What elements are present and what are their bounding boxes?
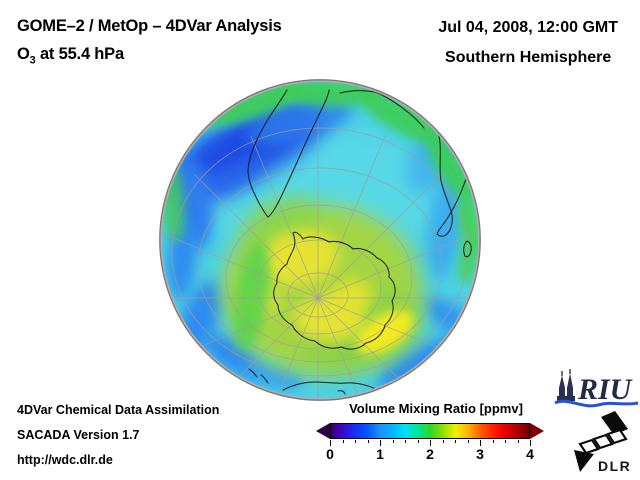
colorbar-title: Volume Mixing Ratio [ppmv] (349, 401, 523, 416)
graticule-meridian-line (317, 136, 386, 299)
colorbar-gradient (330, 423, 530, 439)
colorbar-minor-tick (392, 440, 394, 443)
colorbar-minor-tick (505, 440, 506, 443)
title-block: GOME–2 / MetOp – 4DVar Analysis O3 at 55… (17, 12, 282, 74)
graticule-meridian-line (317, 297, 442, 399)
datetime-block: Jul 04, 2008, 12:00 GMT Southern Hemisph… (438, 13, 618, 73)
colorbar-labels: 0 1 2 3 4 (326, 446, 534, 462)
coastline-antarctica (273, 231, 396, 350)
page-title: GOME–2 / MetOp – 4DVar Analysis (17, 17, 282, 35)
cathedral-icon (557, 369, 575, 401)
graticule-meridian-line (317, 174, 442, 299)
colorbar-minor-tick (367, 440, 369, 443)
graticule-meridians (161, 123, 479, 399)
globe-rim (159, 79, 481, 401)
credit-line-assimilation: 4DVar Chemical Data Assimilation (17, 403, 220, 417)
coastline-madagascar (463, 240, 472, 258)
colorbar-minor-tick (517, 440, 519, 443)
species-level-line: O3 at 55.4 hPa (17, 45, 124, 67)
dlr-logo-text: DLR (598, 458, 631, 474)
colorbar-tick-label: 1 (376, 446, 384, 462)
colorbar-minor-tick (405, 440, 406, 443)
graticule-meridian-line (194, 297, 319, 399)
graticule-meridian-line (250, 297, 319, 399)
colorbar-tick-label: 0 (326, 446, 334, 462)
riu-logo-text: RIU (577, 373, 633, 406)
dlr-arrow-icon (574, 411, 628, 472)
coastline-new-zealand (248, 368, 269, 384)
colorbar-major-tick (330, 440, 331, 446)
colorbar-minor-tick (467, 440, 469, 443)
riu-wave-icon (554, 399, 639, 408)
hemisphere-label: Southern Hemisphere (445, 49, 612, 66)
colorbar-major-tick (430, 440, 431, 446)
colorbar-tick-label: 4 (526, 446, 534, 462)
graticule-meridian-line (161, 230, 319, 299)
coastline-africa (431, 109, 471, 237)
coastline-tasmania (337, 390, 346, 395)
colorbar-tick-label: 2 (426, 446, 434, 462)
graticule-meridian-line (194, 174, 319, 299)
colorbar-minor-tick (417, 440, 419, 443)
colorbar-ticks (330, 440, 531, 446)
datetime-label: Jul 04, 2008, 12:00 GMT (438, 19, 618, 36)
colorbar-minor-tick (442, 440, 444, 443)
colorbar-minor-tick (355, 440, 356, 443)
colorbar-tick-label: 3 (476, 446, 484, 462)
colorbar-major-tick (380, 440, 381, 446)
colorbar-major-tick (480, 440, 481, 446)
credit-line-version: SACADA Version 1.7 (17, 428, 140, 442)
credits-block: 4DVar Chemical Data Assimilation SACADA … (17, 398, 219, 473)
coastline-brazil-limb (339, 90, 425, 129)
species-subscript: 3 (29, 54, 36, 67)
graticule (161, 123, 479, 399)
colorbar-major-tick (530, 440, 531, 446)
credit-line-url: http://wdc.dlr.de (17, 453, 113, 467)
graticule-meridian-line (250, 136, 319, 299)
riu-logo: RIU (554, 369, 639, 408)
colorbar-minor-tick (342, 440, 344, 443)
colorbar-minor-tick (492, 440, 494, 443)
dlr-logo: DLR (574, 411, 631, 474)
graticule-meridian-line (317, 230, 479, 299)
coastline-south-america (247, 89, 330, 218)
colorbar-minor-tick (455, 440, 456, 443)
graticule-meridian-line (317, 297, 386, 399)
